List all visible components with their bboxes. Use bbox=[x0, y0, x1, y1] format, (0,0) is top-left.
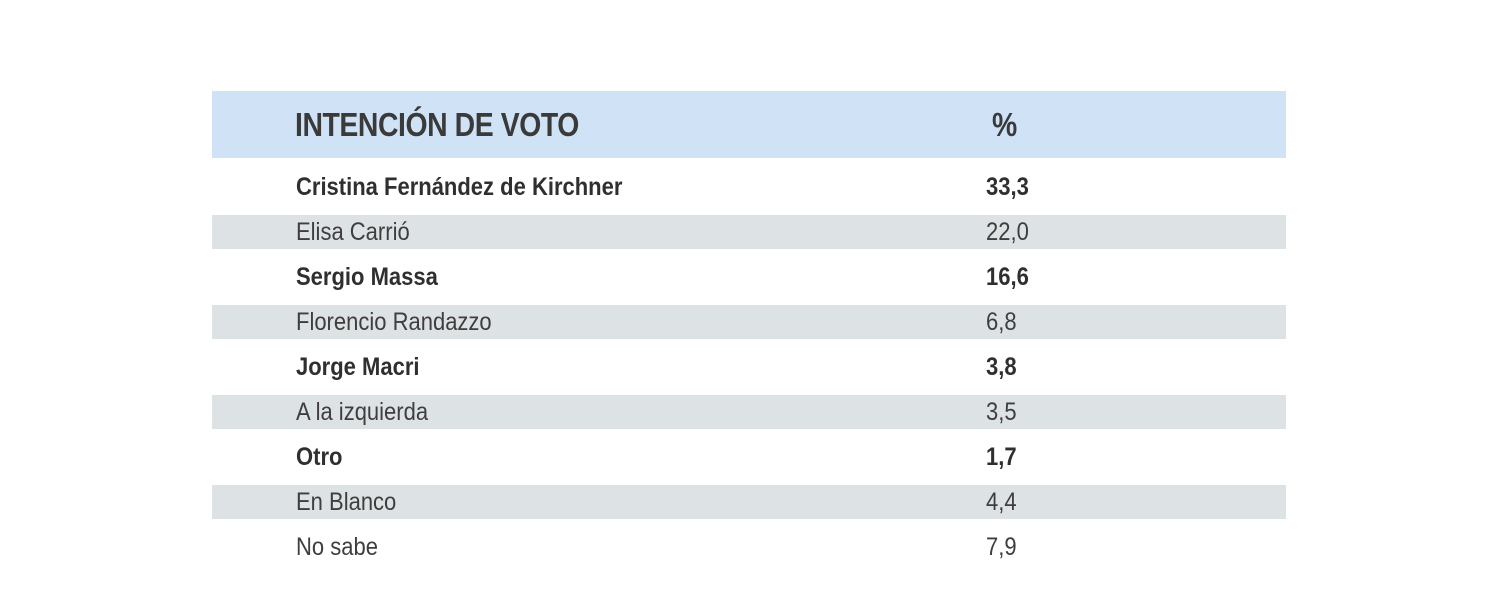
row-value: 7,9 bbox=[986, 533, 1017, 561]
table-row: Jorge Macri 3,8 bbox=[212, 350, 1286, 384]
row-label: Cristina Fernández de Kirchner bbox=[296, 173, 623, 201]
row-label: No sabe bbox=[296, 533, 378, 561]
table-row: Elisa Carrió 22,0 bbox=[212, 215, 1286, 249]
row-label: En Blanco bbox=[296, 488, 397, 516]
table-row: En Blanco 4,4 bbox=[212, 485, 1286, 519]
row-value: 33,3 bbox=[986, 173, 1029, 201]
row-value: 22,0 bbox=[986, 218, 1029, 246]
header-label: INTENCIÓN DE VOTO bbox=[295, 106, 579, 143]
table-row: A la izquierda 3,5 bbox=[212, 395, 1286, 429]
row-label: A la izquierda bbox=[296, 398, 429, 426]
table-body: Cristina Fernández de Kirchner 33,3 Elisa … bbox=[212, 170, 1286, 564]
row-value: 16,6 bbox=[986, 263, 1029, 291]
row-label: Florencio Randazzo bbox=[296, 308, 492, 336]
row-value: 3,8 bbox=[986, 353, 1017, 381]
header-percent: % bbox=[992, 106, 1017, 143]
row-label: Elisa Carrió bbox=[296, 218, 410, 246]
table-row: Sergio Massa 16,6 bbox=[212, 260, 1286, 294]
row-value: 1,7 bbox=[986, 443, 1017, 471]
vote-intention-table: INTENCIÓN DE VOTO % Cristina Fernández d… bbox=[212, 91, 1286, 575]
row-label: Otro bbox=[296, 443, 343, 471]
table-header: INTENCIÓN DE VOTO % bbox=[212, 91, 1286, 158]
row-value: 4,4 bbox=[986, 488, 1017, 516]
row-value: 6,8 bbox=[986, 308, 1017, 336]
table-row: Cristina Fernández de Kirchner 33,3 bbox=[212, 170, 1286, 204]
table-row: Florencio Randazzo 6,8 bbox=[212, 305, 1286, 339]
row-label: Sergio Massa bbox=[296, 263, 438, 291]
row-value: 3,5 bbox=[986, 398, 1017, 426]
row-label: Jorge Macri bbox=[296, 353, 420, 381]
table-row: No sabe 7,9 bbox=[212, 530, 1286, 564]
table-row: Otro 1,7 bbox=[212, 440, 1286, 474]
